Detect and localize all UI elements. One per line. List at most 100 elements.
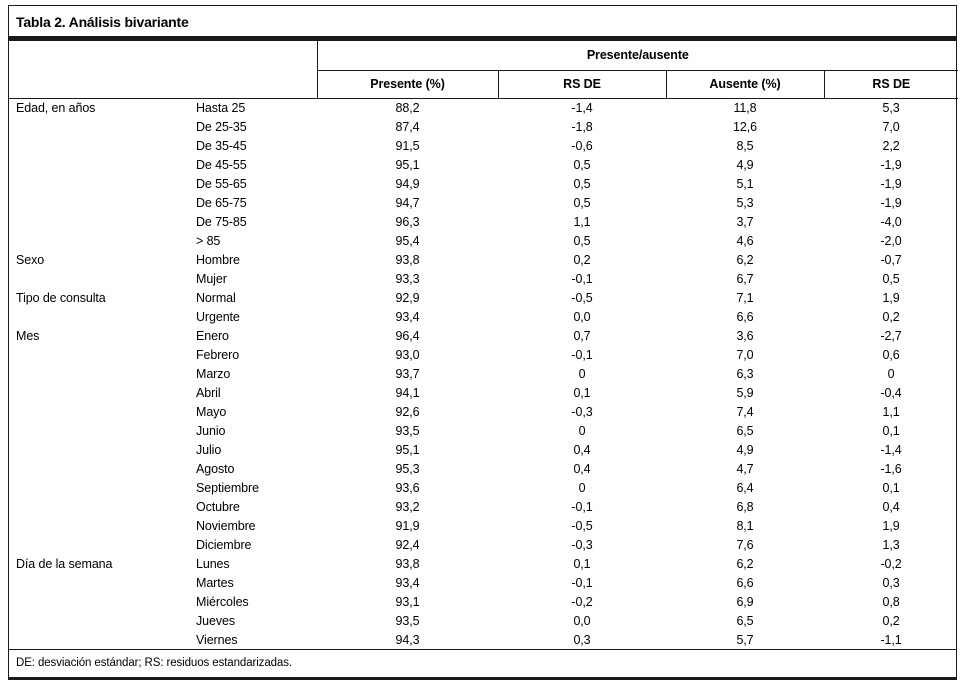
value-cell: 0,5	[573, 195, 591, 210]
value-cell: 3,7	[736, 214, 754, 229]
value-cell: 3,6	[736, 328, 754, 343]
table-row: Abril 94,1 0,1 5,9 -0,4	[9, 383, 958, 402]
table-row: Marzo 93,7 0 6,3 0	[9, 364, 958, 383]
category-cell	[9, 269, 196, 288]
value-cell: 0	[578, 366, 586, 381]
value-cell: 1,9	[882, 518, 900, 533]
category-cell: Tipo de consulta	[16, 290, 106, 305]
value-cell: 0,8	[882, 594, 900, 609]
value-cell: 94,1	[395, 385, 420, 400]
value-cell: 1,3	[882, 537, 900, 552]
value-cell: 6,2	[736, 252, 754, 267]
value-cell: 0	[578, 480, 586, 495]
subcategory-cell: Enero	[196, 328, 229, 343]
subcategory-cell: Noviembre	[196, 518, 256, 533]
subcategory-cell: Febrero	[196, 347, 240, 362]
subcategory-cell: Hasta 25	[196, 100, 246, 115]
subcategory-cell: De 55-65	[196, 176, 247, 191]
table-figure: Tabla 2. Análisis bivariante Presente/au…	[8, 5, 959, 680]
table-row: Junio 93,5 0 6,5 0,1	[9, 421, 958, 440]
category-cell	[9, 345, 196, 364]
value-cell: 6,9	[736, 594, 754, 609]
value-cell: 0,4	[573, 442, 591, 457]
value-cell: 0,5	[573, 233, 591, 248]
subcategory-cell: Diciembre	[196, 537, 252, 552]
subcategory-cell: De 35-45	[196, 138, 247, 153]
subcategory-cell: Mayo	[196, 404, 227, 419]
category-cell	[9, 516, 196, 535]
value-cell: -0,5	[571, 518, 593, 533]
category-cell	[9, 364, 196, 383]
table-row: Edad, en años Hasta 25 88,2 -1,4 11,8 5,3	[9, 98, 958, 117]
category-cell	[9, 307, 196, 326]
col-header-ausente: Ausente (%)	[665, 70, 824, 99]
value-cell: -0,1	[571, 499, 593, 514]
value-cell: 0,3	[882, 575, 900, 590]
category-cell	[9, 497, 196, 516]
group-header-row: Presente/ausente	[9, 41, 959, 71]
table-row: Noviembre 91,9 -0,5 8,1 1,9	[9, 516, 958, 535]
stub-blank-cell	[9, 70, 317, 99]
category-cell	[9, 117, 196, 136]
value-cell: -1,6	[880, 461, 902, 476]
subcategory-cell: Julio	[196, 442, 222, 457]
subcategory-cell: Miércoles	[196, 594, 249, 609]
value-cell: -1,4	[571, 100, 593, 115]
table-row: Sexo Hombre 93,8 0,2 6,2 -0,7	[9, 250, 958, 269]
value-cell: 5,3	[736, 195, 754, 210]
value-cell: 96,3	[395, 214, 420, 229]
category-cell	[9, 630, 196, 649]
col-header-rs-de-2: RS DE	[823, 70, 959, 99]
value-cell: 5,7	[736, 632, 754, 647]
col-header-presente: Presente (%)	[316, 70, 498, 99]
value-cell: 92,4	[395, 537, 420, 552]
value-cell: 4,7	[736, 461, 754, 476]
subcategory-cell: Mujer	[196, 271, 227, 286]
value-cell: 93,8	[395, 556, 420, 571]
subcategory-cell: Urgente	[196, 309, 240, 324]
value-cell: 6,6	[736, 575, 754, 590]
value-cell: 0,7	[573, 328, 591, 343]
table-row: > 85 95,4 0,5 4,6 -2,0	[9, 231, 958, 250]
subcategory-cell: Abril	[196, 385, 221, 400]
table-row: Febrero 93,0 -0,1 7,0 0,6	[9, 345, 958, 364]
value-cell: -0,1	[571, 271, 593, 286]
value-cell: 95,1	[395, 442, 420, 457]
category-cell	[9, 136, 196, 155]
category-cell: Edad, en años	[16, 100, 96, 115]
value-cell: 93,4	[395, 309, 420, 324]
value-cell: 92,6	[395, 404, 420, 419]
value-cell: 94,7	[395, 195, 420, 210]
table-row: De 45-55 95,1 0,5 4,9 -1,9	[9, 155, 958, 174]
col-header-rs-de-1: RS DE	[497, 70, 666, 99]
value-cell: 5,1	[736, 176, 754, 191]
table-row: Octubre 93,2 -0,1 6,8 0,4	[9, 497, 958, 516]
value-cell: 93,5	[395, 613, 420, 628]
table-row: De 65-75 94,7 0,5 5,3 -1,9	[9, 193, 958, 212]
subcategory-cell: De 45-55	[196, 157, 247, 172]
value-cell: 95,4	[395, 233, 420, 248]
subcategory-cell: Septiembre	[196, 480, 259, 495]
table-footnote: DE: desviación estándar; RS: residuos es…	[9, 649, 956, 677]
value-cell: 7,0	[736, 347, 754, 362]
category-cell	[9, 231, 196, 250]
value-cell: -0,4	[880, 385, 902, 400]
category-cell	[9, 440, 196, 459]
value-cell: 7,1	[736, 290, 754, 305]
value-cell: 94,3	[395, 632, 420, 647]
table-row: De 55-65 94,9 0,5 5,1 -1,9	[9, 174, 958, 193]
value-cell: 1,1	[573, 214, 591, 229]
category-cell	[9, 573, 196, 592]
value-cell: 0,6	[882, 347, 900, 362]
value-cell: 0,5	[882, 271, 900, 286]
table-row: De 25-35 87,4 -1,8 12,6 7,0	[9, 117, 958, 136]
value-cell: 7,4	[736, 404, 754, 419]
value-cell: -2,0	[880, 233, 902, 248]
value-cell: 0,2	[573, 252, 591, 267]
subcategory-cell: Normal	[196, 290, 236, 305]
subcategory-cell: Junio	[196, 423, 226, 438]
value-cell: 5,3	[882, 100, 900, 115]
value-cell: 93,2	[395, 499, 420, 514]
value-cell: 91,9	[395, 518, 420, 533]
table-row: Martes 93,4 -0,1 6,6 0,3	[9, 573, 958, 592]
